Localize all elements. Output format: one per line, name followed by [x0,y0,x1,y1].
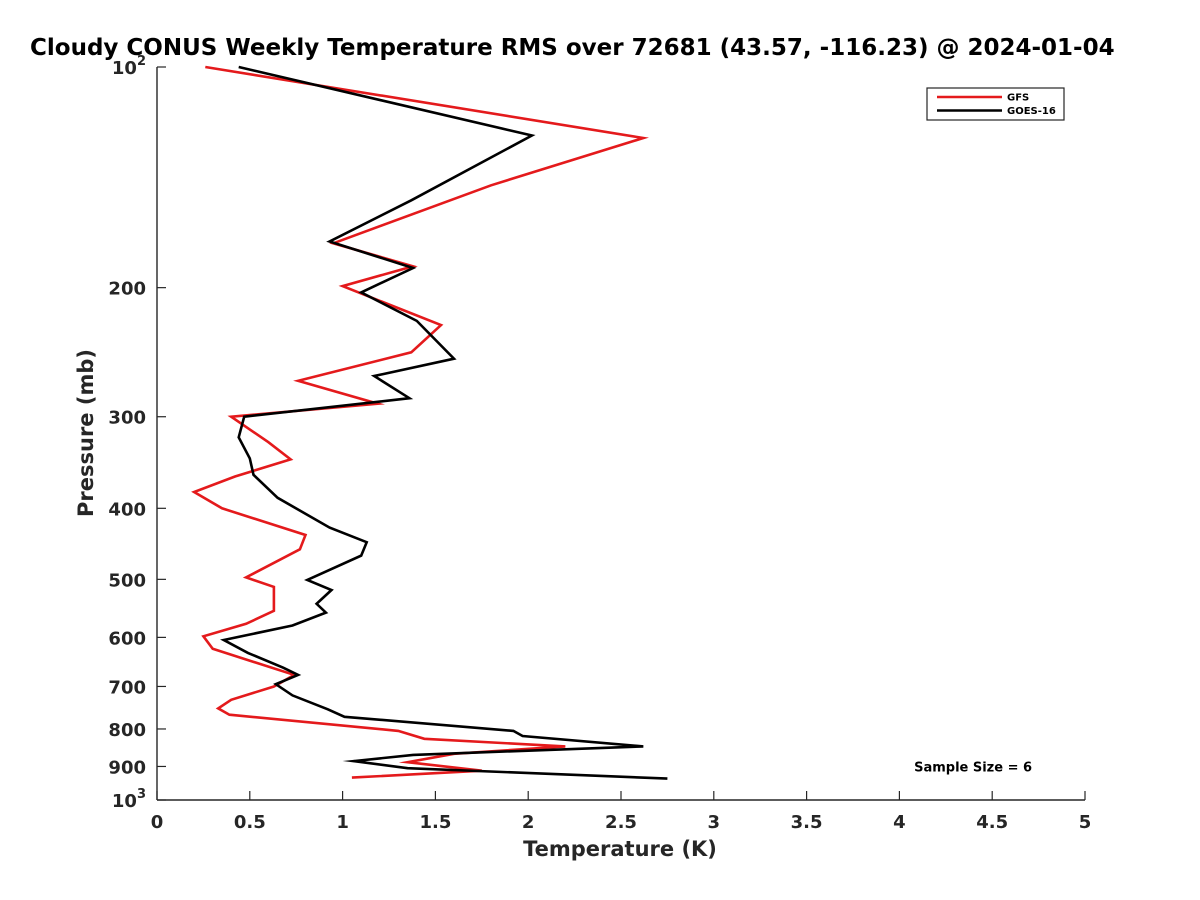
x-tick-label: 0 [151,812,164,833]
legend-label: GOES-16 [1007,106,1056,117]
y-tick-label: 200 [108,279,146,300]
axes: 0 0.5 1 1.5 2 2.5 3 3.5 4 4.5 5 102 200 300 400 500 600 7… [108,54,1091,833]
series-line-goes-16 [220,65,668,780]
y-tick-label: 300 [108,408,146,429]
x-tick-label: 0.5 [234,812,266,833]
x-tick-label: 2.5 [605,812,637,833]
legend-box [926,87,1065,121]
x-tick-label: 5 [1079,812,1092,833]
y-axis-label: Pressure (mb) [74,349,98,517]
series-line-gfs [191,65,649,779]
x-tick-label: 4.5 [976,812,1008,833]
y-tick-label: 400 [108,499,146,520]
x-tick-label: 2 [522,812,535,833]
x-tick-label: 4 [893,812,906,833]
x-tick-label: 3.5 [791,812,823,833]
y-tick-label: 600 [108,628,146,649]
x-tick-label: 1 [336,812,349,833]
sample-size-annotation: Sample Size = 6 [914,760,1032,775]
chart-title: Cloudy CONUS Weekly Temperature RMS over… [30,35,1115,61]
y-tick-label: 102 [112,54,146,79]
y-tick-label: 800 [108,720,146,741]
y-tick-label: 500 [108,570,146,591]
x-axis-label: Temperature (K) [523,837,717,861]
annotations: Sample Size = 6 [914,760,1032,775]
plot-area [191,65,668,780]
y-tick-label: 900 [108,757,146,778]
legend: GFS GOES-16 [926,87,1065,121]
legend-label: GFS [1007,93,1029,104]
x-tick-label: 3 [708,812,721,833]
y-tick-label: 700 [108,677,146,698]
y-tick-label: 103 [112,787,146,812]
x-tick-label: 1.5 [419,812,451,833]
